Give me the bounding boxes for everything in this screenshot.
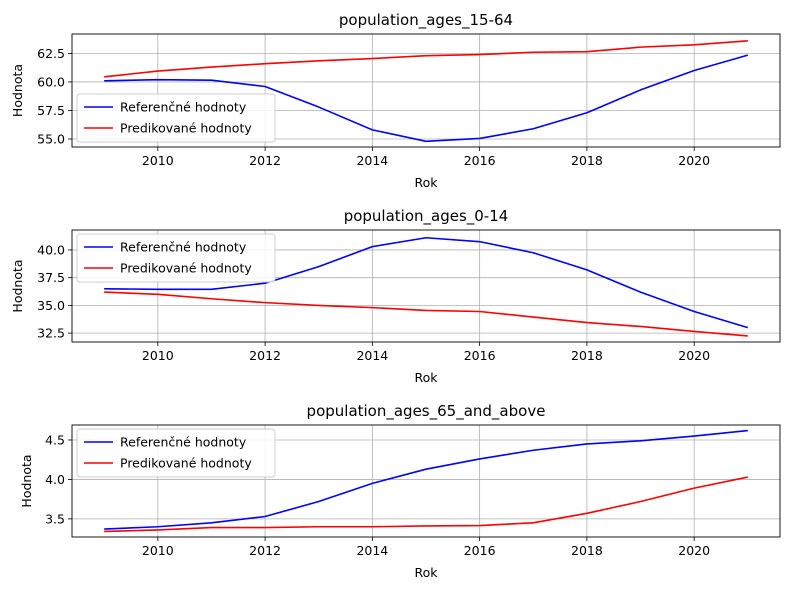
legend-label: Predikované hodnoty: [120, 261, 252, 276]
chart-title: population_ages_0-14: [344, 207, 509, 226]
x-tick-label: 2020: [678, 543, 710, 558]
x-tick-label: 2018: [571, 153, 603, 168]
x-axis-label: Rok: [414, 175, 438, 190]
x-tick-label: 2012: [249, 153, 281, 168]
x-tick-label: 2018: [571, 348, 603, 363]
x-tick-label: 2010: [142, 348, 174, 363]
chart-panel-1: 2010 2012 2014 2016 2018 2020 55.0 57.5 60.0 62.5…: [10, 11, 781, 190]
legend-box: [76, 428, 276, 478]
y-axis-label: Hodnota: [10, 259, 25, 312]
series-line-reference: [104, 429, 748, 530]
chart-panel-3: 2010 2012 2014 2016 2018 2020 3.5 4.0 4.5 populat…: [19, 402, 781, 580]
x-tick-label: 2014: [356, 348, 388, 363]
legend-label: Referenčné hodnoty: [120, 435, 247, 450]
x-axis-label: Rok: [414, 565, 438, 580]
x-axis-label: Rok: [414, 370, 438, 385]
legend: Referenčné hodnoty Predikované hodnoty: [76, 428, 276, 478]
y-tick-label: 62.5: [37, 46, 65, 61]
x-tick-label: 2018: [571, 543, 603, 558]
legend-label: Referenčné hodnoty: [120, 100, 247, 115]
y-tick-label: 55.0: [37, 132, 65, 147]
y-tick-label: 3.5: [45, 511, 65, 526]
y-tick-label: 4.0: [45, 472, 65, 487]
legend-label: Predikované hodnoty: [120, 456, 252, 471]
series-line-reference: [104, 54, 749, 143]
y-tick-label: 32.5: [37, 326, 65, 341]
legend: Referenčné hodnoty Predikované hodnoty: [76, 233, 276, 283]
x-tick-label: 2020: [678, 348, 710, 363]
x-tick-label: 2012: [249, 543, 281, 558]
x-tick-label: 2016: [464, 153, 496, 168]
x-tick-label: 2010: [142, 153, 174, 168]
y-tick-label: 37.5: [37, 270, 65, 285]
x-tick-label: 2020: [678, 153, 710, 168]
series-line-predicted: [104, 476, 748, 533]
legend-label: Referenčné hodnoty: [120, 240, 247, 255]
legend-box: [76, 93, 276, 143]
y-tick-label: 57.5: [37, 103, 65, 118]
x-tick-label: 2012: [249, 348, 281, 363]
y-axis-label: Hodnota: [10, 64, 25, 117]
x-tick-label: 2016: [464, 543, 496, 558]
axes-frame: [71, 229, 781, 343]
series-line-reference: [104, 236, 749, 329]
legend-box: [76, 233, 276, 283]
legend-label: Predikované hodnoty: [120, 121, 252, 136]
legend: Referenčné hodnoty Predikované hodnoty: [76, 93, 276, 143]
x-tick-label: 2014: [356, 543, 388, 558]
y-tick-label: 35.0: [37, 298, 65, 313]
x-tick-label: 2016: [464, 348, 496, 363]
chart-title: population_ages_65_and_above: [307, 402, 546, 421]
y-tick-label: 40.0: [37, 242, 65, 257]
chart-title: population_ages_15-64: [339, 11, 513, 30]
chart-panel-2: 2010 2012 2014 2016 2018 2020 32.5 35.0 37.5 40.0…: [10, 207, 781, 385]
x-tick-label: 2014: [356, 153, 388, 168]
y-tick-label: 4.5: [45, 432, 65, 447]
y-axis-label: Hodnota: [19, 454, 34, 507]
x-tick-label: 2010: [142, 543, 174, 558]
series-line-predicted: [104, 291, 748, 337]
axes-frame: [71, 424, 781, 538]
axes-frame: [71, 33, 781, 148]
series-line-predicted: [104, 40, 748, 78]
y-tick-label: 60.0: [37, 74, 65, 89]
